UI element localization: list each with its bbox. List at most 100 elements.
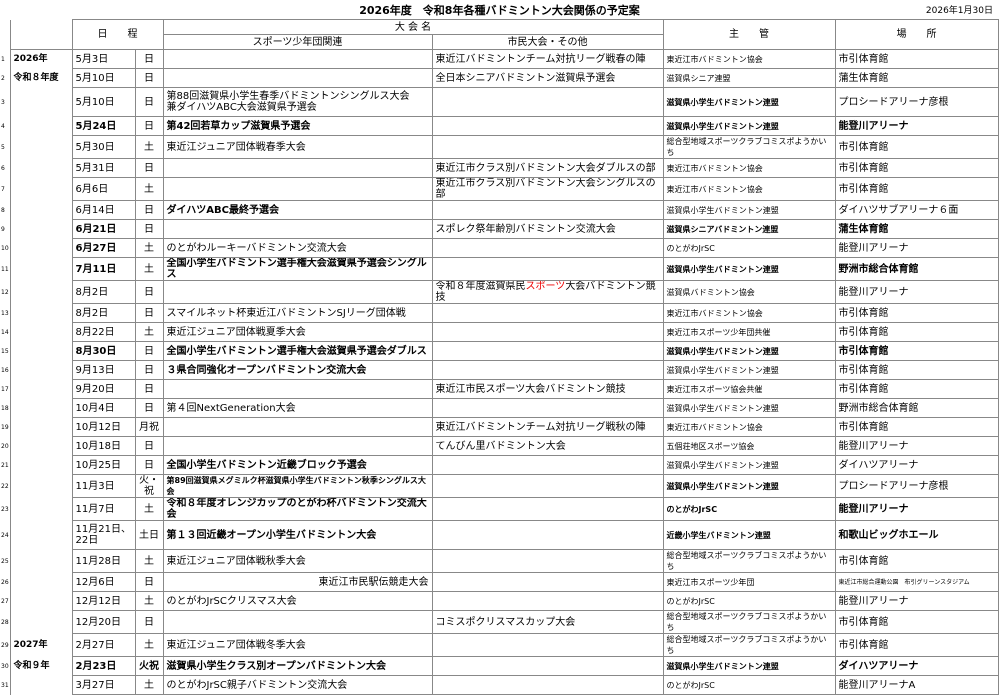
no-cell: 3 bbox=[0, 87, 11, 117]
year-cell bbox=[9, 177, 73, 201]
no-cell: 10 bbox=[0, 238, 11, 258]
civic-cell bbox=[431, 116, 664, 136]
date-cell: 10月25日 bbox=[71, 455, 136, 475]
year-cell bbox=[9, 591, 73, 611]
day-cell: 日 bbox=[134, 341, 164, 361]
year-cell: 2026年 bbox=[9, 49, 73, 69]
venue-cell: 野洲市総合体育館 bbox=[834, 398, 999, 418]
row: 17 9月20日日 東近江市民スポーツ大会バドミントン競技 東近江市スポーツ協会共催市… bbox=[0, 379, 999, 399]
row: 20 10月18日日 てんびん里バドミントン大会 五個荘地区スポーツ協会 能登川アリーナ bbox=[0, 436, 999, 456]
day-cell: 日 bbox=[134, 436, 164, 456]
day-cell: 火・祝 bbox=[134, 474, 164, 498]
day-cell: 日 bbox=[134, 455, 164, 475]
date-cell: 6月6日 bbox=[71, 177, 136, 201]
year-cell bbox=[9, 360, 73, 380]
civic-cell bbox=[431, 200, 664, 220]
organizer-cell: 総合型地域スポーツクラブコミスポようかいち bbox=[662, 633, 836, 657]
no-cell: 1 bbox=[0, 49, 11, 69]
civic-cell bbox=[431, 398, 664, 418]
venue-cell: プロシードアリーナ彦根 bbox=[834, 474, 999, 498]
sports-cell: 第89回滋賀県メグミルク杯滋賀県小学生バドミントン秋季シングルス大会 bbox=[162, 474, 433, 498]
row: 10 6月27日土のとがわルーキーバドミントン交流大会 のとがわJrSC 能登川アリー… bbox=[0, 238, 999, 258]
civic-cell: 東近江バドミントンチーム対抗リーグ戦秋の陣 bbox=[431, 417, 664, 437]
civic-cell: 全日本シニアバドミントン滋賀県予選会 bbox=[431, 68, 664, 88]
year-cell: 令和８年度 bbox=[9, 68, 73, 88]
row: 27 12月12日土のとがわJrSCクリスマス大会 のとがわJrSC 能登川アリーナ bbox=[0, 591, 999, 611]
year-cell bbox=[9, 280, 73, 304]
row: 2 令和８年度 5月10日日 全日本シニアバドミントン滋賀県予選会 滋賀県シニア連盟 蒲生… bbox=[0, 68, 999, 88]
organizer-cell: 総合型地域スポーツクラブコミスポようかいち bbox=[662, 549, 836, 573]
row: 16 9月13日日 ３県合同強化オープンバドミントン交流大会 滋賀県小学生バドミントン… bbox=[0, 360, 999, 380]
venue-cell: ダイハツアリーナ bbox=[834, 455, 999, 475]
day-cell: 火祝 bbox=[134, 656, 164, 676]
row: 8 6月14日日ダイハツABC最終予選会 滋賀県小学生バドミントン連盟 ダイハツサブア… bbox=[0, 200, 999, 220]
no-cell: 28 bbox=[0, 610, 11, 634]
sports-cell: 東近江ジュニア団体戦春季大会 bbox=[162, 135, 433, 159]
organizer-cell: 東近江市バドミントン協会 bbox=[662, 158, 836, 178]
civic-cell bbox=[431, 497, 664, 521]
sports-cell bbox=[162, 68, 433, 88]
no-cell: 8 bbox=[0, 200, 11, 220]
header-cell: スポーツ少年団関連 bbox=[162, 34, 433, 50]
date-cell: 12月6日 bbox=[71, 572, 136, 592]
year-cell bbox=[9, 219, 73, 239]
date-cell: 11月7日 bbox=[71, 497, 136, 521]
sports-cell bbox=[162, 49, 433, 69]
date-cell: 8月2日 bbox=[71, 280, 136, 304]
row: 4 5月24日日第42回若草カップ滋賀県予選会 滋賀県小学生バドミントン連盟 能登川ア… bbox=[0, 116, 999, 136]
year-cell bbox=[9, 341, 73, 361]
organizer-cell: 総合型地域スポーツクラブコミスポようかいち bbox=[662, 610, 836, 634]
day-cell: 土 bbox=[134, 177, 164, 201]
no-cell: 4 bbox=[0, 116, 11, 136]
sports-cell: 全国小学生バドミントン近畿ブロック予選会 bbox=[162, 455, 433, 475]
civic-cell bbox=[431, 633, 664, 657]
date-cell: 9月20日 bbox=[71, 379, 136, 399]
date-cell: 6月21日 bbox=[71, 219, 136, 239]
civic-cell: てんびん里バドミントン大会 bbox=[431, 436, 664, 456]
civic-cell bbox=[431, 303, 664, 323]
row: 24 11月21日、 22日 土日 第１３回近畿オープン小学生バドミントン大会 近畿小学… bbox=[0, 520, 999, 550]
sports-cell bbox=[162, 158, 433, 178]
row: 22 11月3日 火・祝 第89回滋賀県メグミルク杯滋賀県小学生バドミントン秋季シング… bbox=[0, 474, 999, 498]
row: 31 3月27日土のとがわJrSC親子バドミントン交流大会 のとがわJrSC 能登川ア… bbox=[0, 675, 999, 695]
row: 28 12月20日日 コミスポクリスマスカップ大会 総合型地域スポーツクラブコミスポよ… bbox=[0, 610, 999, 634]
organizer-cell: 滋賀県バドミントン協会 bbox=[662, 280, 836, 304]
date-cell: 5月30日 bbox=[71, 135, 136, 159]
organizer-cell: 東近江市スポーツ少年団共催 bbox=[662, 322, 836, 342]
venue-cell: 市引体育館 bbox=[834, 135, 999, 159]
sports-cell bbox=[162, 417, 433, 437]
sports-cell: 東近江ジュニア団体戦冬季大会 bbox=[162, 633, 433, 657]
no-cell: 24 bbox=[0, 520, 11, 550]
year-cell bbox=[9, 436, 73, 456]
organizer-cell: 東近江市バドミントン協会 bbox=[662, 303, 836, 323]
row: 7 6月6日土 東近江市クラス別バドミントン大会シングルスの部 東近江市バドミントン協… bbox=[0, 177, 999, 201]
organizer-cell: 滋賀県小学生バドミントン連盟 bbox=[662, 116, 836, 136]
day-cell: 日 bbox=[134, 200, 164, 220]
sports-cell: 第４回NextGeneration大会 bbox=[162, 398, 433, 418]
venue-cell: 市引体育館 bbox=[834, 158, 999, 178]
civic-cell: コミスポクリスマスカップ大会 bbox=[431, 610, 664, 634]
organizer-cell: 東近江市バドミントン協会 bbox=[662, 49, 836, 69]
civic-cell bbox=[431, 520, 664, 550]
year-cell bbox=[9, 158, 73, 178]
header-cell: 大 会 名 bbox=[162, 19, 664, 35]
year-cell bbox=[9, 257, 73, 281]
organizer-cell: 滋賀県シニア連盟 bbox=[662, 68, 836, 88]
sports-cell: 東近江ジュニア団体戦秋季大会 bbox=[162, 549, 433, 573]
no-cell: 26 bbox=[0, 572, 11, 592]
sports-cell: ダイハツABC最終予選会 bbox=[162, 200, 433, 220]
date-cell: 9月13日 bbox=[71, 360, 136, 380]
date-cell: 8月30日 bbox=[71, 341, 136, 361]
row: 11 7月11日土全国小学生バドミントン選手権大会滋賀県予選会シングルス 滋賀県小学… bbox=[0, 257, 999, 281]
civic-cell bbox=[431, 87, 664, 117]
date-cell: 8月2日 bbox=[71, 303, 136, 323]
sports-cell: 令和８年度オレンジカップのとがわ杯バドミントン交流大会 bbox=[162, 497, 433, 521]
organizer-cell: 滋賀県小学生バドミントン連盟 bbox=[662, 474, 836, 498]
civic-cell bbox=[431, 675, 664, 695]
row: 14 8月22日土東近江ジュニア団体戦夏季大会 東近江市スポーツ少年団共催 市引体育館 bbox=[0, 322, 999, 342]
header-cell: 日 程 bbox=[71, 19, 164, 50]
header-row: 日 程 大 会 名 主 管 場 所 bbox=[0, 19, 999, 50]
civic-cell bbox=[431, 135, 664, 159]
row: 3 5月10日日第88回滋賀県小学生春季バドミントンシングルス大会 兼ダイハツAB… bbox=[0, 87, 999, 117]
venue-cell: プロシードアリーナ彦根 bbox=[834, 87, 999, 117]
